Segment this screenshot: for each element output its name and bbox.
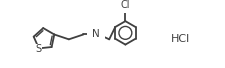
- Text: S: S: [36, 44, 42, 54]
- Text: HCl: HCl: [171, 34, 190, 44]
- Text: Cl: Cl: [120, 0, 130, 10]
- Text: N: N: [92, 30, 100, 40]
